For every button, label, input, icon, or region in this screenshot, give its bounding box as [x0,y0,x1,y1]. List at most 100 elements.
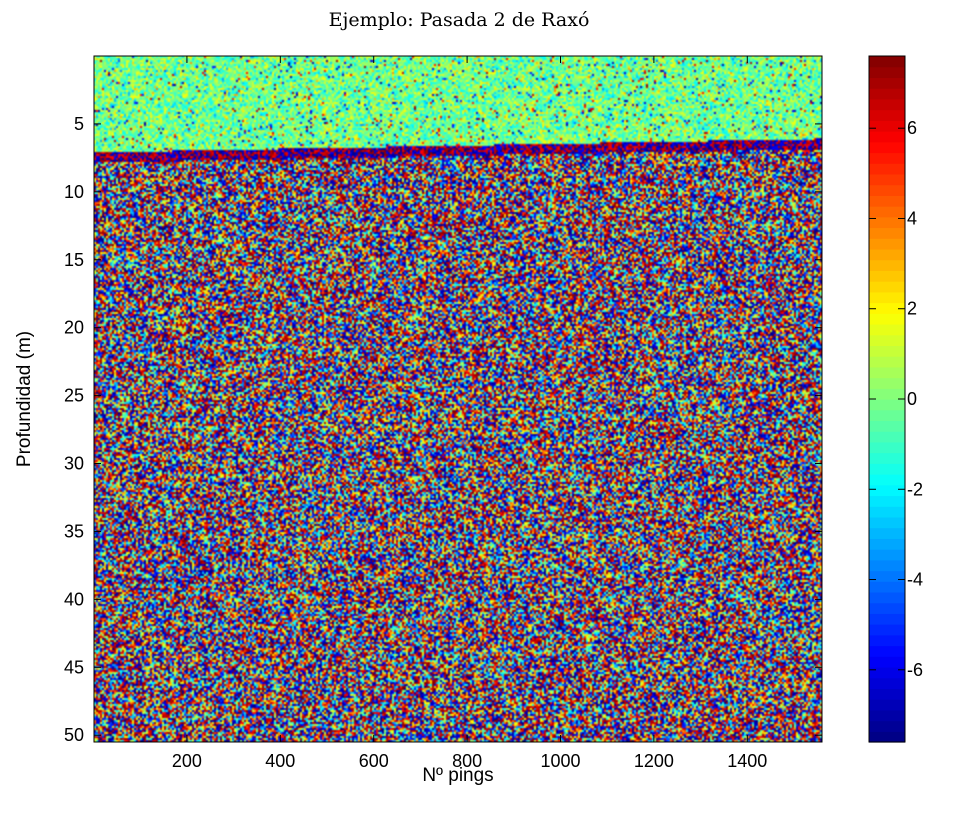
colorbar-swatch [869,581,905,593]
colorbar-swatch [869,216,905,229]
colorbar-swatch [869,173,905,186]
colorbar-tick-label: -4 [907,570,923,590]
colorbar-swatch [869,120,905,132]
x-tick-label: 400 [265,751,295,771]
plot-frame [93,55,823,743]
colorbar-swatch [869,613,905,625]
colorbar-swatch [869,591,905,604]
colorbar-swatch [869,206,905,218]
colorbar-swatch [869,602,905,614]
colorbar-swatch [869,699,905,711]
colorbar-tick-label: 2 [907,299,917,319]
colorbar-swatch [869,377,905,389]
colorbar-swatch [869,474,905,486]
colorbar-swatch [869,452,905,464]
colorbar-swatch [869,538,905,550]
colorbar-swatch [869,227,905,239]
colorbar-swatch [869,131,905,143]
colorbar-tick-label: -2 [907,479,923,499]
colorbar-swatch [869,484,905,497]
y-tick-label: 30 [64,454,84,474]
y-tick-label: 35 [64,521,84,541]
colorbar-swatch [869,388,905,400]
colorbar-swatch [869,731,905,743]
colorbar-swatch [869,313,905,325]
colorbar-swatch [869,366,905,379]
colorbar-swatch [869,495,905,507]
colorbar-swatch [869,56,905,68]
colorbar-swatch [869,645,905,657]
colorbar-swatch [869,688,905,700]
colorbar-swatch [869,709,905,722]
colorbar-swatch [869,345,905,357]
x-tick-label: 1000 [540,751,580,771]
y-axis-label: Profundidad (m) [14,331,35,467]
colorbar-swatch [869,88,905,100]
colorbar-swatch [869,399,905,411]
colorbar-gradient [869,56,905,743]
colorbar-swatch [869,549,905,561]
colorbar-swatch [869,291,905,304]
colorbar-swatch [869,570,905,582]
y-tick-label: 10 [64,182,84,202]
chart-title: Ejemplo: Pasada 2 de Raxó [329,9,590,31]
colorbar-swatch [869,356,905,368]
colorbar-axis: -6 -4 -2 0 2 4 6 [869,118,923,680]
colorbar-swatch [869,66,905,79]
colorbar-swatch [869,634,905,647]
colorbar-swatch [869,506,905,518]
colorbar-swatch [869,624,905,636]
colorbar-swatch [869,248,905,261]
x-tick-label: 200 [172,751,202,771]
colorbar-swatch [869,259,905,271]
colorbar-swatch [869,334,905,347]
colorbar-swatch [869,184,905,196]
colorbar-swatch [869,270,905,282]
colorbar-swatch [869,666,905,679]
colorbar-swatch [869,516,905,529]
colorbar-swatch [869,238,905,250]
x-tick-label: 1200 [634,751,674,771]
plot-area [93,55,823,743]
colorbar-tick-label: -6 [907,660,923,680]
y-tick-label: 50 [64,725,84,745]
x-tick-label: 800 [452,751,482,771]
y-tick-label: 40 [64,589,84,609]
colorbar-swatch [869,720,905,732]
colorbar-swatch [869,420,905,432]
x-tick-label: 600 [359,751,389,771]
colorbar-swatch [869,163,905,175]
colorbar-tick-label: 4 [907,208,917,228]
colorbar-swatch [869,527,905,539]
y-tick-label: 45 [64,657,84,677]
colorbar-swatch [869,463,905,475]
y-tick-label: 20 [64,318,84,338]
colorbar-swatch [869,677,905,690]
colorbar-swatch [869,152,905,164]
y-tick-label: 25 [64,386,84,406]
colorbar-swatch [869,441,905,454]
colorbar-swatch [869,98,905,111]
y-axis: 5 10 15 20 25 30 35 40 45 50 [64,114,822,745]
colorbar-swatch [869,656,905,668]
heatmap-image [94,56,822,742]
x-axis: 200 400 600 800 1000 1200 1400 [172,56,767,771]
y-tick-label: 15 [64,250,84,270]
colorbar-tick-label: 0 [907,389,917,409]
colorbar-swatch [869,559,905,572]
colorbar-swatch [869,77,905,89]
x-tick-label: 1400 [727,751,767,771]
colorbar-swatch [869,431,905,443]
colorbar-swatch [869,323,905,336]
colorbar-swatch [869,195,905,207]
colorbar-swatch [869,109,905,121]
x-axis-label: Nº pings [422,765,493,786]
y-tick-label: 5 [74,114,84,134]
colorbar-swatch [869,141,905,154]
colorbar-tick-label: 6 [907,118,917,138]
colorbar-swatch [869,302,905,314]
colorbar-swatch [869,281,905,293]
colorbar: -6 -4 -2 0 2 4 6 [868,55,923,743]
colorbar-swatch [869,409,905,422]
